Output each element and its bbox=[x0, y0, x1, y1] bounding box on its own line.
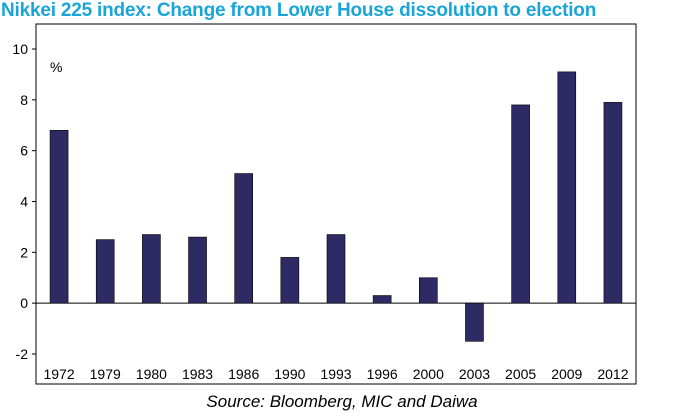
bar-1993 bbox=[326, 234, 346, 304]
chart-title: Nikkei 225 index: Change from Lower Hous… bbox=[1, 0, 597, 21]
bar-1980 bbox=[142, 234, 161, 304]
x-tick-label: 1993 bbox=[320, 366, 351, 382]
bar-1983 bbox=[188, 236, 207, 304]
x-tick-label: 2012 bbox=[597, 366, 628, 382]
bar-1979 bbox=[95, 239, 115, 304]
y-tick-label: 8 bbox=[20, 92, 28, 108]
x-tick-label: 1996 bbox=[367, 366, 398, 382]
x-tick-label: 2003 bbox=[459, 366, 490, 382]
y-tick-label: 4 bbox=[20, 194, 28, 210]
bar-1996 bbox=[372, 295, 392, 304]
bar-2000 bbox=[419, 277, 438, 304]
x-tick-label: 2005 bbox=[505, 366, 536, 382]
plot-area bbox=[35, 23, 637, 385]
bar-1972 bbox=[49, 130, 69, 304]
y-tick-label: 10 bbox=[12, 41, 28, 57]
y-tick-label: 6 bbox=[20, 143, 28, 159]
x-tick-label: 2009 bbox=[551, 366, 582, 382]
x-tick-label: 2000 bbox=[413, 366, 444, 382]
unit-label: % bbox=[50, 59, 62, 75]
x-tick-label: 1990 bbox=[274, 366, 305, 382]
bar-1986 bbox=[234, 173, 253, 304]
y-tick-label: 0 bbox=[20, 295, 28, 311]
x-tick-label: 1980 bbox=[136, 366, 167, 382]
bars bbox=[49, 71, 623, 342]
x-tick-label: 1972 bbox=[43, 366, 74, 382]
bar-2003 bbox=[465, 302, 484, 342]
y-axis: -2 0 2 4 6 8 10 bbox=[12, 41, 636, 362]
y-tick-label: 2 bbox=[20, 244, 28, 260]
bar-1990 bbox=[280, 257, 300, 304]
x-tick-label: 1986 bbox=[228, 366, 259, 382]
y-tick-label: -2 bbox=[16, 346, 29, 362]
bar-2009 bbox=[557, 71, 577, 304]
x-tick-label: 1979 bbox=[90, 366, 121, 382]
x-tick-label: 1983 bbox=[182, 366, 213, 382]
x-axis-labels: 1972 1979 1980 1983 1986 1990 1993 1996 2000 2003… bbox=[43, 366, 628, 382]
source-note: Source: Bloomberg, MIC and Daiwa bbox=[206, 392, 478, 411]
bar-2005 bbox=[511, 104, 530, 304]
bar-2012 bbox=[603, 102, 623, 304]
